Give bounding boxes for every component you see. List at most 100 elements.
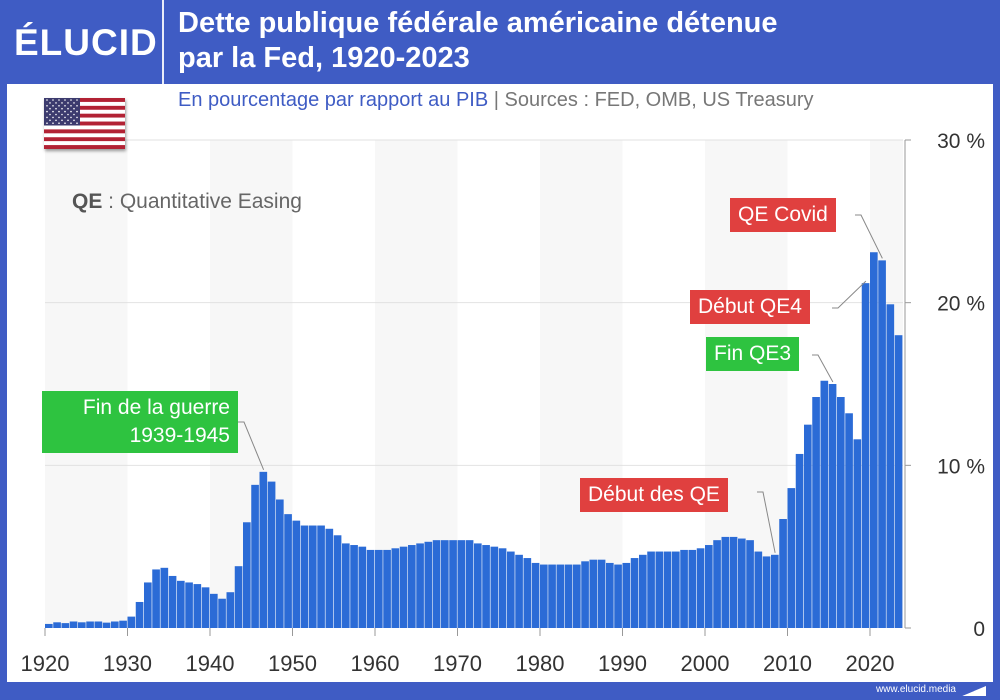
annotation-leader-line [812,354,834,383]
bar [375,549,383,628]
bar [680,549,688,628]
bar [441,540,449,628]
bar [300,525,309,628]
bar [688,549,697,628]
bar [69,621,78,628]
bar [144,582,152,628]
header: ÉLUCID Dette publique fédérale américain… [0,0,1000,84]
y-tick-label: 20 % [937,293,985,316]
decade-band [540,140,623,628]
bar [408,545,416,628]
bar [498,548,507,628]
bar [177,580,185,628]
annotation-leader-line [832,280,867,309]
bar [218,598,226,628]
annotation-qe3-end: Fin QE3 [706,337,800,371]
bar [259,471,268,628]
unit-label: En pourcentage par rapport au PIB [178,89,489,111]
bar [399,546,408,628]
bar [325,528,334,628]
bar [837,397,845,628]
bar [861,283,870,628]
bar [78,622,86,628]
bar [234,566,243,628]
bar [540,564,548,628]
bar [779,519,787,628]
annotation-qe-covid: QE Covid [730,198,836,232]
bar [152,569,160,628]
bar [457,540,466,628]
y-tick-label: 30 % [937,130,985,153]
bar [787,488,796,628]
bar [127,616,136,628]
bar [193,584,202,628]
bar [276,499,284,628]
bar [828,384,837,628]
chart-title: Dette publique fédérale américaine déten… [178,6,778,76]
bar [342,543,350,628]
bar [474,543,482,628]
bar [548,564,556,628]
bar [424,541,433,628]
bar [573,564,581,628]
bar [358,546,367,628]
title-line-1: Dette publique fédérale américaine déten… [178,7,778,39]
bar [729,536,738,628]
subtitle: En pourcentage par rapport au PIB | Sour… [178,89,814,112]
bar [705,545,713,628]
annotation-war-line2: 1939-1945 [129,424,230,447]
bar [812,397,820,628]
bar [515,554,523,628]
bar [416,543,424,628]
bar [507,551,515,628]
bar [432,540,441,628]
qe-definition: : Quantitative Easing [102,190,302,213]
bar [482,545,490,628]
bar [564,564,573,628]
bar [102,622,111,628]
annotation-qe-start: Début des QE [580,478,728,512]
bar [795,453,804,628]
bar [366,549,375,628]
bar [45,623,53,628]
annotation-qe4-start: Début QE4 [690,290,810,324]
bar [61,623,70,628]
x-tick-label: 1930 [103,651,152,676]
x-tick-label: 1940 [186,651,235,676]
x-tick-label: 2020 [846,651,895,676]
bar [771,554,779,628]
elucid-mark-icon [962,686,986,696]
bar [333,535,342,628]
bar [210,593,218,628]
y-tick-label: 0 [973,618,985,641]
bar [713,540,721,628]
bar [647,551,655,628]
bar [383,549,391,628]
bar [581,561,589,628]
bar [160,567,169,628]
bar [201,587,210,628]
bar [465,540,474,628]
bar [243,522,251,628]
bar [284,514,292,628]
bar [185,582,193,628]
annotation-leader-line [238,421,265,471]
bar [267,481,276,628]
bar [449,540,457,628]
us-flag-icon [44,98,125,149]
bar [168,575,177,628]
bar [820,380,829,628]
bar [746,540,754,628]
decade-band [45,140,128,628]
bar [655,551,664,628]
bar [53,622,61,628]
annotation-war-line1: Fin de la guerre [82,396,230,419]
bar [762,556,771,628]
bar [639,554,647,628]
bar [119,620,127,628]
bar [135,601,144,628]
bar [94,621,103,628]
bar [531,562,540,628]
bar [597,559,606,628]
